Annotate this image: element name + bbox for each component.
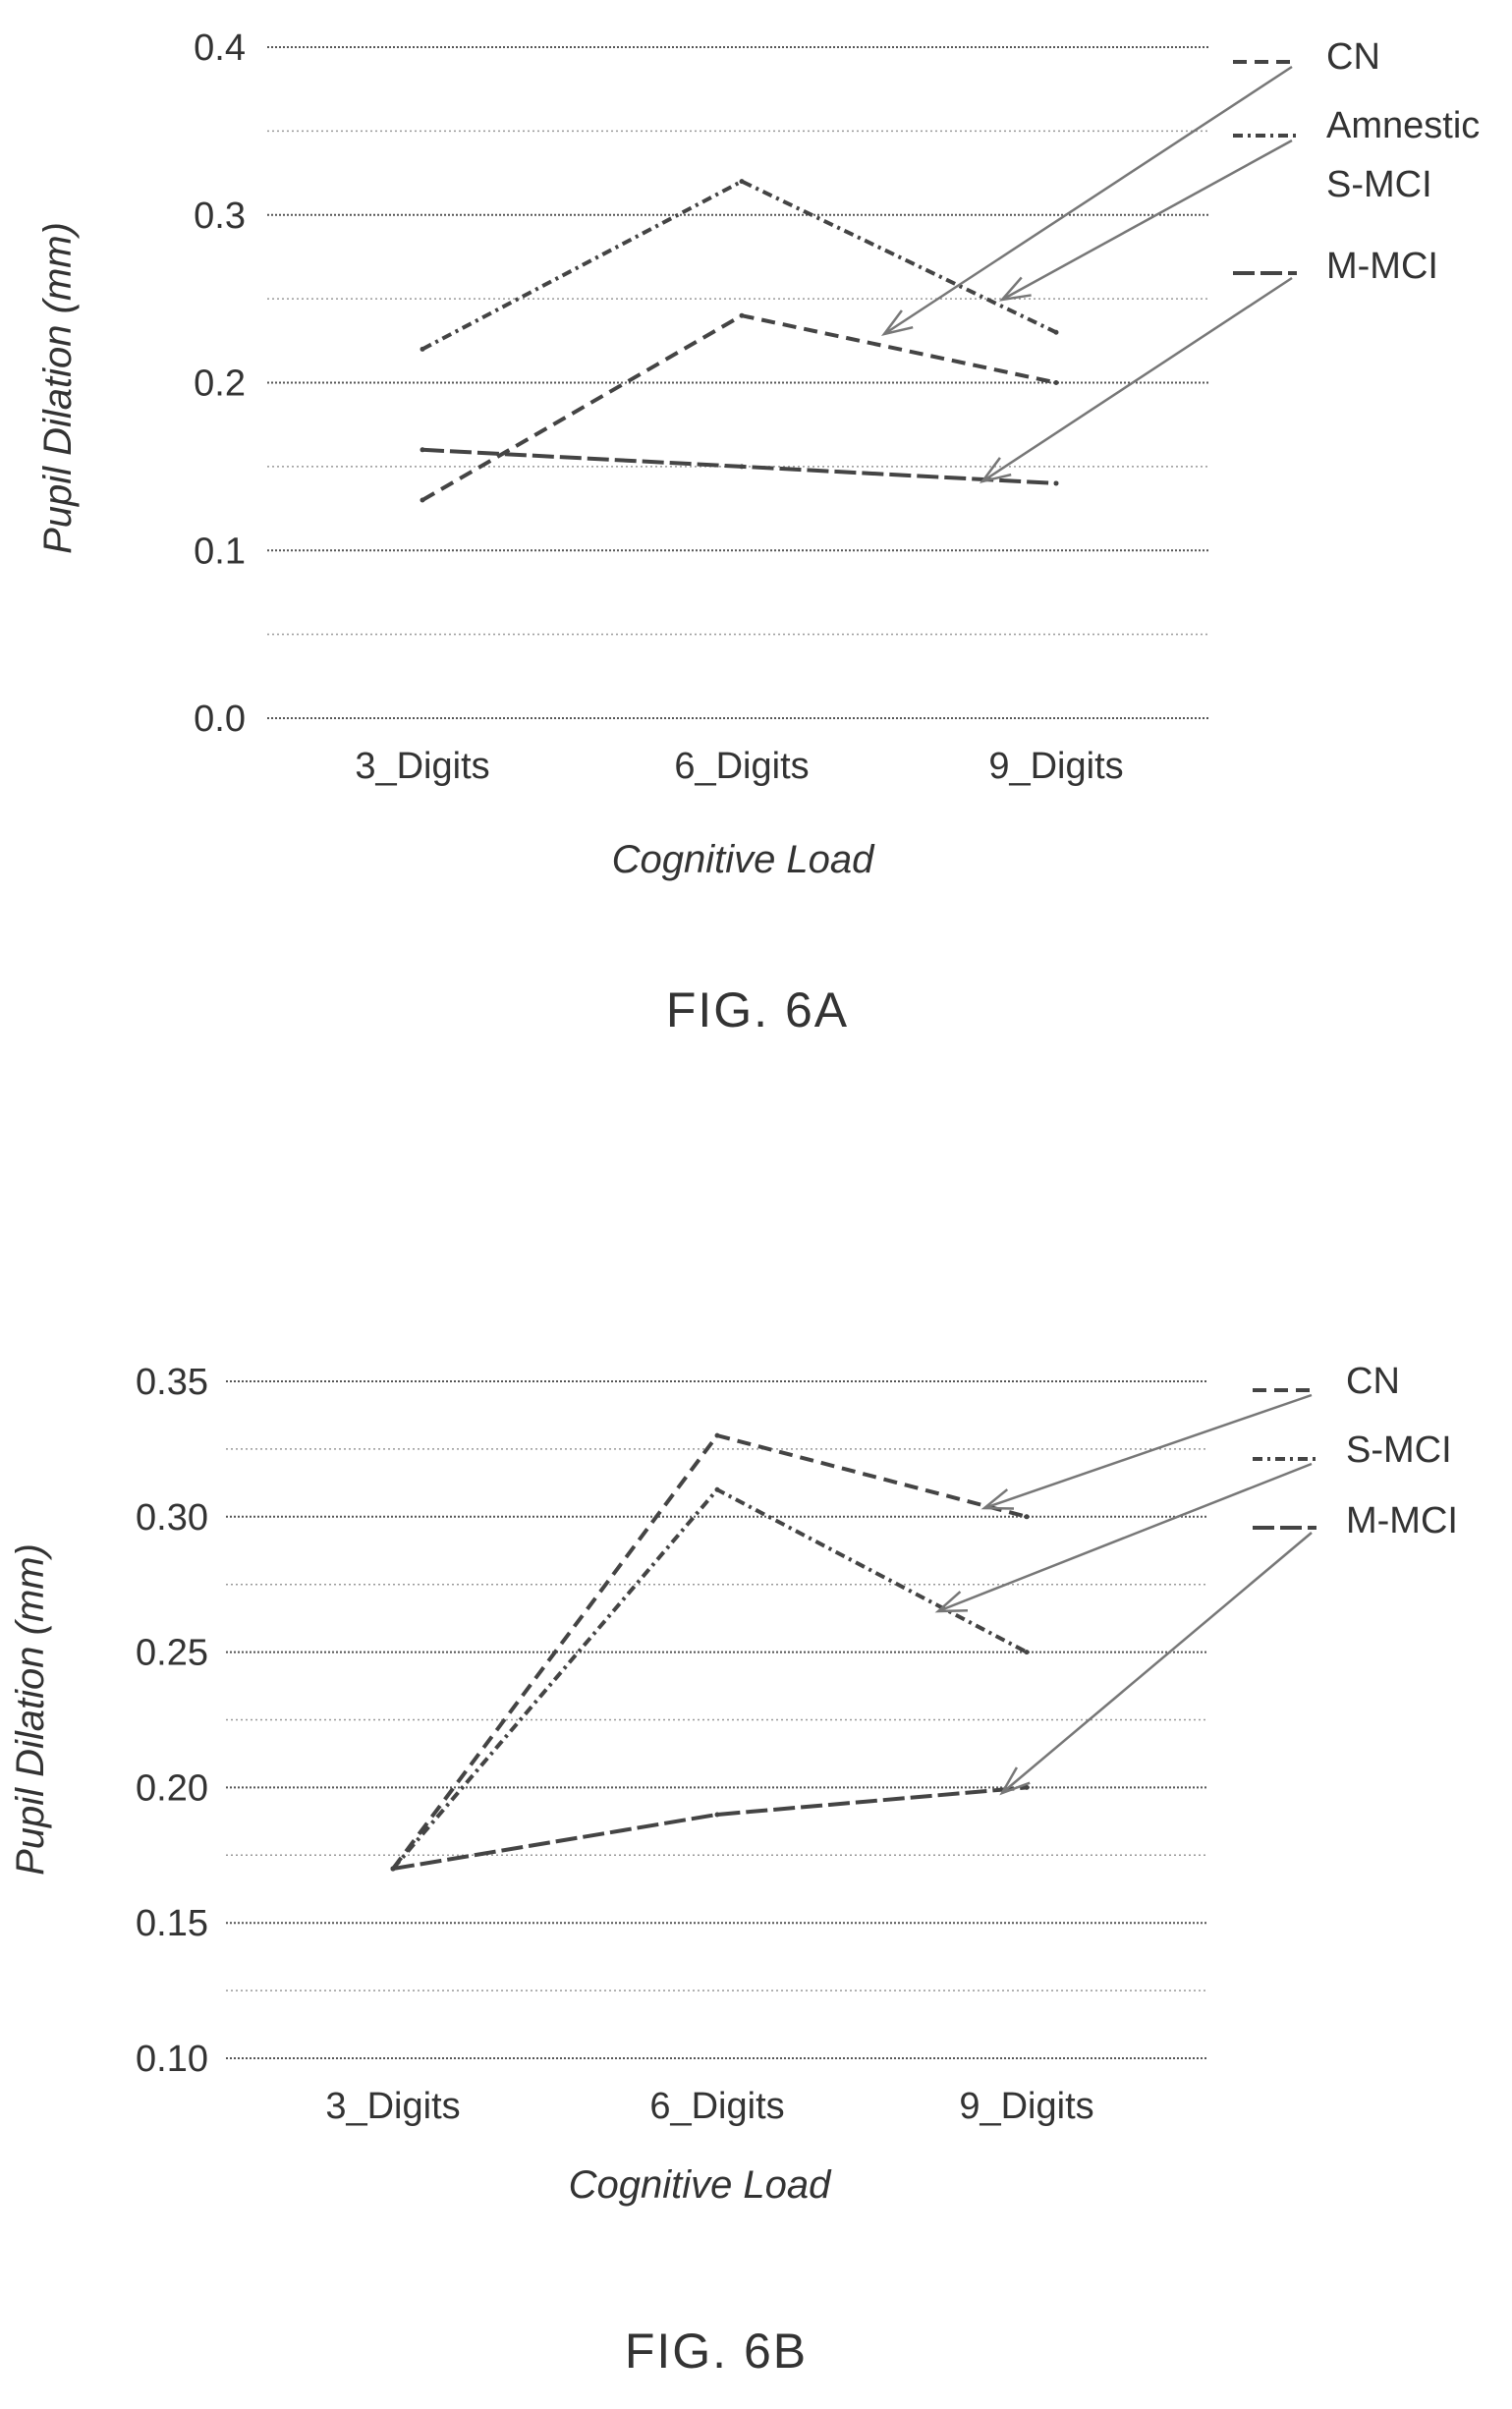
y-tick-label: 0.35 bbox=[136, 1362, 208, 1403]
x-tick-label: 3_Digits bbox=[325, 2086, 460, 2127]
y-tick-label: 0.25 bbox=[136, 1633, 208, 1674]
series-lines bbox=[420, 179, 1059, 503]
legend-arrow bbox=[983, 1393, 1313, 1510]
data-point bbox=[1024, 1784, 1030, 1790]
x-tick-label: 6_Digits bbox=[674, 746, 809, 787]
figure-6b: 0.10 0.15 0.20 0.25 0.30 0.35 3_Digits 6_Digit… bbox=[9, 1361, 1458, 2379]
y-tick-label: 0.2 bbox=[194, 364, 246, 405]
legend-arrowhead bbox=[999, 1766, 1031, 1796]
legend-arrowhead bbox=[998, 276, 1032, 302]
data-point bbox=[420, 346, 425, 352]
data-point bbox=[739, 464, 745, 470]
x-axis-title: Cognitive Load bbox=[569, 2163, 833, 2207]
x-tick-labels: 3_Digits 6_Digits 9_Digits bbox=[325, 2086, 1093, 2127]
data-point bbox=[739, 179, 745, 185]
legend-arrow bbox=[937, 1462, 1313, 1613]
y-tick-label: 0.20 bbox=[136, 1767, 208, 1809]
legend-label: S-MCI bbox=[1326, 164, 1432, 205]
legend-label: CN bbox=[1326, 36, 1380, 78]
legend-label: M-MCI bbox=[1326, 246, 1438, 287]
data-point bbox=[714, 1486, 720, 1492]
series-line-amnestic-s-mci bbox=[421, 179, 1057, 352]
x-tick-labels: 3_Digits 6_Digits 9_Digits bbox=[355, 746, 1123, 787]
x-tick-label: 3_Digits bbox=[355, 746, 489, 787]
y-axis-title: Pupil Dilation (mm) bbox=[9, 1543, 52, 1876]
y-tick-labels: 0.0 0.1 0.2 0.3 0.4 bbox=[194, 28, 246, 740]
y-tick-label: 0.0 bbox=[194, 699, 246, 740]
y-tick-label: 0.1 bbox=[194, 531, 246, 572]
y-tick-label: 0.15 bbox=[136, 1903, 208, 1944]
x-tick-label: 6_Digits bbox=[649, 2086, 784, 2127]
data-point bbox=[420, 447, 425, 453]
y-axis-title: Pupil Dilation (mm) bbox=[36, 222, 80, 554]
data-point bbox=[1024, 1514, 1030, 1520]
y-tick-labels: 0.10 0.15 0.20 0.25 0.30 0.35 bbox=[136, 1362, 208, 2080]
series-line-s-mci bbox=[391, 1486, 1028, 1871]
data-point bbox=[420, 497, 425, 503]
data-point bbox=[1024, 1650, 1030, 1655]
legend-arrowhead bbox=[980, 1488, 1015, 1510]
legend-arrow bbox=[981, 276, 1293, 483]
legend-arrowhead bbox=[880, 309, 914, 336]
y-tick-label: 0.10 bbox=[136, 2039, 208, 2080]
data-point bbox=[739, 312, 745, 318]
data-point bbox=[1053, 329, 1059, 335]
x-tick-label: 9_Digits bbox=[988, 746, 1123, 787]
grid-lines bbox=[267, 46, 1208, 719]
figure-caption: FIG. 6A bbox=[666, 982, 849, 1037]
figure-6a: 0.0 0.1 0.2 0.3 0.4 3_Digits 6_Digits 9_Digits… bbox=[36, 28, 1480, 1037]
data-point bbox=[390, 1866, 396, 1872]
y-tick-label: 0.3 bbox=[194, 196, 246, 237]
data-point bbox=[714, 1812, 720, 1818]
legend-arrowhead bbox=[934, 1591, 969, 1613]
series-line-cn bbox=[420, 313, 1057, 502]
series-lines bbox=[390, 1432, 1030, 1872]
legend-label: Amnestic bbox=[1326, 105, 1480, 146]
data-point bbox=[1053, 380, 1059, 385]
legend-label: M-MCI bbox=[1346, 1500, 1458, 1541]
series-line-m-mci bbox=[392, 1785, 1028, 1872]
legend-arrow bbox=[1001, 1532, 1313, 1794]
legend: CN S-MCI M-MCI bbox=[1253, 1361, 1458, 1541]
legend-arrows bbox=[880, 65, 1293, 484]
legend-label: S-MCI bbox=[1346, 1429, 1452, 1471]
legend-arrowhead bbox=[979, 457, 1012, 484]
x-tick-label: 9_Digits bbox=[959, 2086, 1093, 2127]
x-axis-title: Cognitive Load bbox=[612, 838, 876, 881]
y-tick-label: 0.30 bbox=[136, 1497, 208, 1539]
y-tick-label: 0.4 bbox=[194, 28, 246, 69]
legend-label: CN bbox=[1346, 1361, 1400, 1402]
grid-lines bbox=[226, 1380, 1208, 2059]
legend: CN Amnestic S-MCI M-MCI bbox=[1233, 36, 1480, 287]
data-point bbox=[714, 1432, 720, 1438]
data-point bbox=[1053, 480, 1059, 486]
legend-arrows bbox=[934, 1393, 1313, 1796]
legend-arrow bbox=[1001, 139, 1293, 302]
figure-caption: FIG. 6B bbox=[625, 2324, 808, 2379]
legend-arrow bbox=[883, 65, 1293, 336]
